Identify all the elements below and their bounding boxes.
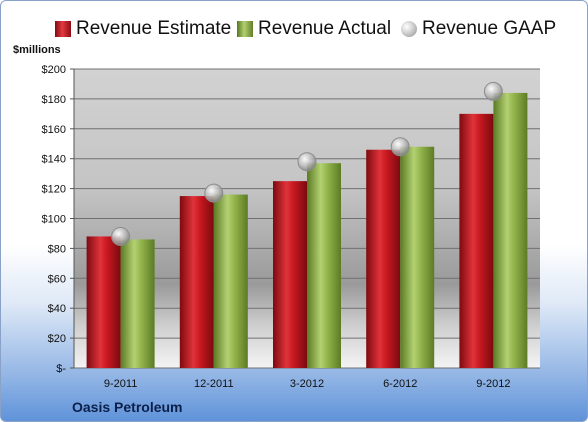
actual-bar: [213, 194, 248, 368]
legend-label-gaap: Revenue GAAP: [422, 18, 557, 39]
legend-swatch-estimate: [55, 21, 71, 37]
company-name: Oasis Petroleum: [72, 399, 183, 415]
bars: [86, 92, 528, 369]
actual-bar: [307, 163, 341, 368]
x-tick-label: 6-2012: [383, 378, 417, 390]
y-tick-label: $60: [48, 273, 66, 285]
y-tick-label: $120: [42, 184, 66, 196]
y-tick-label: $180: [42, 94, 66, 106]
y-tick-label: $80: [48, 243, 66, 255]
y-tick-label: $40: [48, 303, 66, 315]
y-axis-ticks: $- $20 $40 $60 $80 $100 $120 $140 $160 $180 $200: [42, 64, 75, 375]
legend-swatch-actual: [237, 21, 253, 37]
x-tick-label: 9-2011: [104, 378, 137, 390]
estimate-bar: [86, 236, 121, 368]
estimate-bar: [459, 113, 494, 368]
gaap-marker: [297, 152, 317, 172]
legend-label-actual: Revenue Actual: [258, 18, 392, 39]
gaap-marker: [111, 226, 131, 246]
gaap-marker: [483, 81, 503, 101]
y-tick-label: $20: [48, 333, 66, 345]
y-tick-label: $100: [42, 214, 66, 226]
x-axis-ticks: 9-2011 12-2011 3-2012 6-2012 9-2012: [104, 378, 511, 390]
gaap-markers: [111, 81, 503, 246]
legend-swatch-gaap: [401, 21, 417, 37]
y-axis-units-label: $millions: [13, 44, 61, 56]
actual-bar: [120, 239, 155, 368]
x-tick-label: 9-2012: [476, 378, 510, 390]
estimate-bar: [273, 181, 307, 368]
y-tick-label: $140: [42, 154, 66, 166]
gaap-marker: [390, 137, 410, 157]
y-tick-label: $-: [56, 363, 66, 375]
y-tick-label: $160: [42, 124, 66, 136]
legend: Revenue Estimate Revenue Actual Revenue …: [1, 15, 587, 43]
estimate-bar: [366, 149, 401, 368]
legend-label-estimate: Revenue Estimate: [76, 18, 232, 39]
x-tick-label: 3-2012: [290, 378, 324, 390]
y-tick-label: $200: [42, 64, 66, 76]
actual-bar: [493, 92, 528, 369]
x-tick-label: 12-2011: [194, 378, 234, 390]
actual-bar: [400, 146, 435, 368]
gaap-marker: [204, 183, 224, 203]
estimate-bar: [179, 196, 214, 368]
